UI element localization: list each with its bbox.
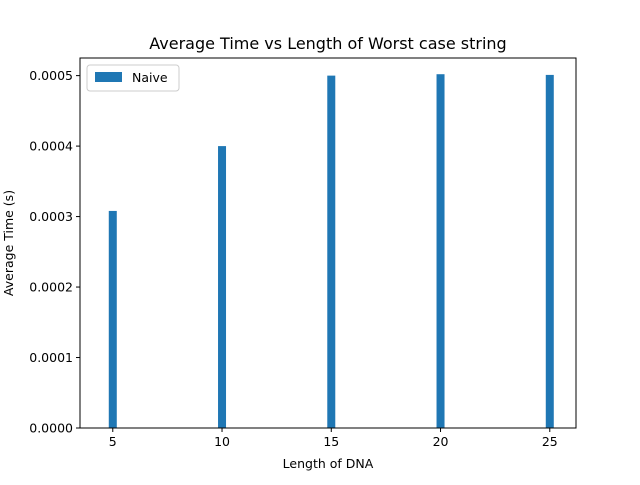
x-tick-label: 10 — [214, 434, 230, 449]
bars-group — [108, 74, 554, 429]
y-tick-label: 0.0000 — [29, 421, 73, 436]
legend-swatch-naive — [95, 72, 122, 82]
bar-naive-25 — [545, 74, 554, 428]
bar-naive-15 — [327, 75, 336, 429]
x-tick-label: 15 — [323, 434, 339, 449]
x-axis-ticks: 5 10 15 20 25 — [109, 428, 558, 449]
legend-label-naive: Naive — [132, 70, 168, 85]
bar-naive-5 — [108, 210, 117, 428]
y-tick-label: 0.0005 — [29, 68, 73, 83]
y-axis-ticks: 0.0000 0.0001 0.0002 0.0003 0.0004 0.0005 — [29, 68, 80, 436]
chart-title: Average Time vs Length of Worst case str… — [149, 34, 506, 53]
legend-box — [86, 64, 180, 92]
x-axis-label: Length of DNA — [283, 456, 374, 471]
axes-frame — [79, 57, 577, 429]
y-tick-label: 0.0003 — [29, 209, 73, 224]
legend: Naive — [86, 64, 180, 92]
x-tick-label: 20 — [433, 434, 449, 449]
y-tick-label: 0.0002 — [29, 280, 73, 295]
x-tick-label: 25 — [542, 434, 558, 449]
y-axis-label: Average Time (s) — [1, 190, 16, 296]
x-tick-label: 5 — [109, 434, 117, 449]
y-tick-label: 0.0004 — [29, 139, 73, 154]
bar-naive-10 — [218, 146, 227, 428]
y-tick-label: 0.0001 — [29, 350, 73, 365]
bar-naive-20 — [436, 74, 445, 429]
